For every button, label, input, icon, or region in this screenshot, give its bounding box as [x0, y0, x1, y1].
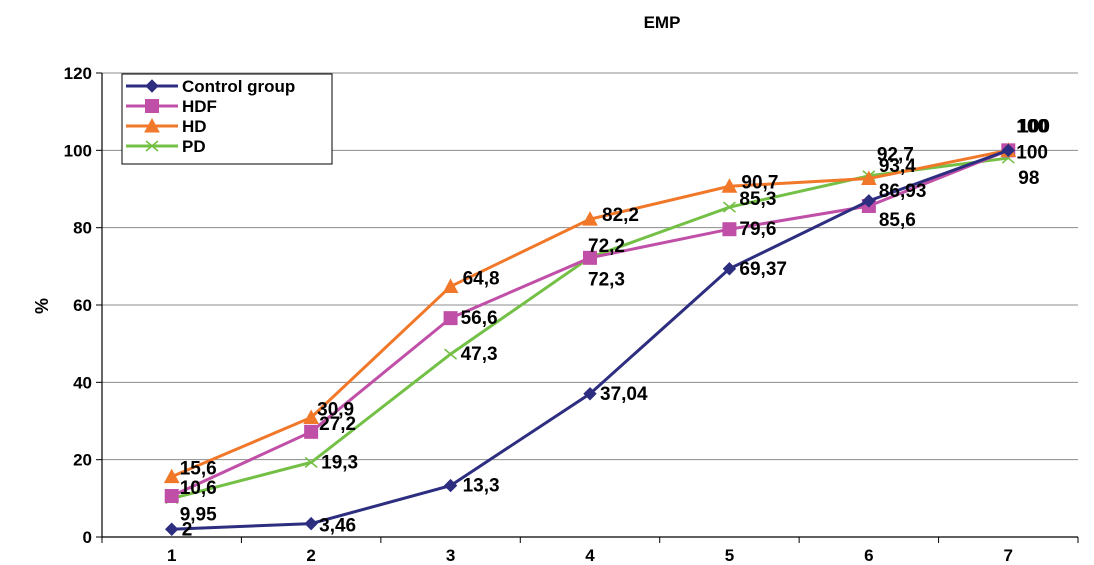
y-tick-label: 80: [73, 219, 92, 238]
y-tick-labels: 0 20 40 60 80 100 120: [64, 64, 92, 547]
y-tick-label: 60: [73, 296, 92, 315]
data-label-control-group: 13,3: [463, 476, 500, 497]
marker-stroke: [444, 348, 458, 360]
data-label-control-group: 2: [182, 519, 193, 540]
point-hdf: [164, 489, 179, 504]
x-tick-label: 6: [864, 546, 873, 565]
data-label-control-group: 37,04: [600, 384, 648, 405]
point-control-group: [722, 262, 737, 276]
data-label-hdf: 85,6: [879, 210, 916, 231]
point-hd: [303, 409, 319, 425]
point-hd: [721, 178, 738, 193]
data-label-hd: 30,9: [317, 400, 354, 421]
marker-stroke: [145, 140, 159, 152]
legend-marker: [145, 99, 159, 113]
y-tick-label: 100: [64, 141, 92, 160]
legend-label: HDF: [182, 97, 217, 116]
legend-item-control-group: Control group: [126, 77, 295, 96]
x-tick-label: 2: [306, 546, 315, 565]
point-pd: [304, 456, 318, 468]
point-hd: [442, 278, 459, 293]
point-control-group: [165, 522, 179, 536]
chart-title: EMP: [644, 13, 681, 32]
legend-label: Control group: [182, 77, 295, 96]
data-label-pd: 47,3: [461, 344, 498, 365]
point-hd: [163, 468, 180, 484]
x-tick-label: 4: [585, 546, 595, 565]
series-group: [163, 142, 1017, 536]
data-label-hd: 100: [1016, 116, 1048, 137]
point-control-group: [583, 387, 597, 401]
y-tick-label: 0: [83, 528, 92, 547]
legend-label: HD: [182, 117, 207, 136]
data-label-hdf: 56,6: [461, 308, 498, 329]
data-label-pd: 9,95: [180, 505, 217, 526]
legend-marker: [144, 117, 160, 133]
data-labels: 9,95 19,3 47,3 72,3 85,3 93,4 98 10,6 27,2 56,6 72…: [180, 116, 1050, 540]
marker-stroke: [304, 456, 318, 468]
x-tick-label: 1: [167, 546, 176, 565]
data-label-pd: 98: [1018, 168, 1039, 189]
x-tick-labels: 1 2 3 4 5 6 7: [167, 546, 1013, 565]
point-pd: [722, 201, 736, 213]
y-tick-label: 40: [73, 373, 92, 392]
legend-marker: [145, 140, 159, 152]
point-hdf: [443, 311, 458, 326]
x-tick-label: 7: [1004, 546, 1013, 565]
point-hdf: [722, 222, 737, 237]
point-hdf: [304, 424, 319, 439]
legend-label: PD: [182, 137, 206, 156]
data-label-hdf: 79,6: [739, 219, 776, 240]
y-tick-label: 120: [64, 64, 92, 83]
legend-item-hd: HD: [126, 117, 207, 136]
point-hdf: [583, 250, 597, 265]
data-label-pd: 72,3: [588, 269, 625, 290]
legend-item-pd: PD: [126, 137, 206, 156]
data-label-control-group: 69,37: [739, 259, 787, 280]
data-label-control-group: 100: [1018, 116, 1050, 137]
y-axis-label: %: [32, 298, 52, 314]
series-line-control-group: [171, 148, 1009, 531]
data-label-hd: 92,7: [877, 145, 914, 166]
data-label-hdf: 27,2: [319, 414, 356, 435]
legend-box: [121, 73, 333, 165]
data-label-hd: 90,7: [741, 172, 778, 193]
series-control-group: [165, 143, 1015, 536]
point-control-group: [862, 194, 876, 208]
legend-marker: [145, 79, 159, 93]
data-label-control-group: 86,93: [879, 181, 927, 202]
axes: [96, 72, 1079, 543]
point-control-group: [1001, 143, 1015, 158]
data-label-hd: 15,6: [180, 459, 217, 480]
data-label-pd: 19,3: [321, 452, 358, 473]
data-label-hdf: 100: [1016, 142, 1048, 163]
data-label-pd: 85,3: [739, 189, 776, 210]
point-control-group: [304, 516, 318, 531]
point-pd: [444, 348, 458, 360]
series-pd: [165, 152, 1015, 505]
x-tick-label: 3: [446, 546, 455, 565]
data-label-hd: 64,8: [463, 268, 500, 289]
point-hd: [582, 211, 598, 226]
y-tick-label: 20: [73, 451, 92, 470]
series-line-hdf: [171, 148, 1009, 498]
data-label-hd: 82,2: [602, 205, 639, 226]
legend-item-hdf: HDF: [126, 97, 217, 116]
x-tick-label: 5: [725, 546, 734, 565]
data-label-hdf: 10,6: [180, 478, 217, 499]
data-label-control-group: 3,46: [319, 516, 356, 537]
data-label-pd: 93,4: [879, 156, 916, 177]
data-label-hdf: 72,2: [588, 236, 625, 257]
point-control-group: [443, 478, 458, 493]
point-hd: [861, 170, 877, 186]
marker-stroke: [722, 201, 736, 213]
